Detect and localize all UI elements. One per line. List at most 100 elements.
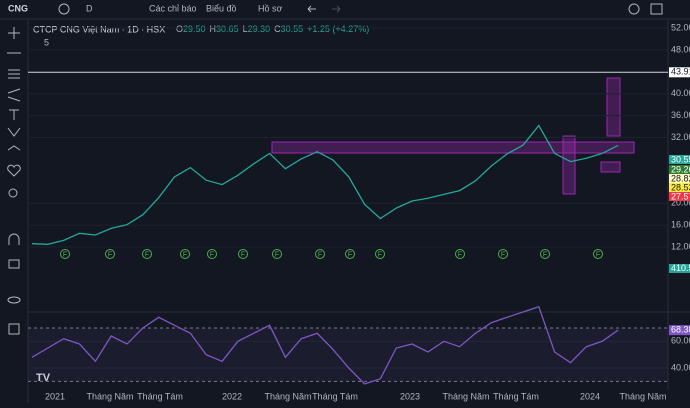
legend-collapsed[interactable]: 5 — [44, 37, 49, 47]
zoom-tool[interactable] — [8, 188, 18, 198]
ohlc-value: 29.50 — [183, 24, 206, 34]
ohlc-label: L — [243, 24, 248, 34]
ohlc-change: +1.25 (+4.27%) — [307, 24, 369, 34]
ohlc-value: 29.30 — [248, 24, 271, 34]
profile[interactable]: Hồ sơ — [258, 3, 283, 13]
event-marker — [180, 249, 190, 259]
time-label: Tháng Năm — [264, 391, 311, 401]
event-marker-text: F — [348, 251, 352, 258]
measure-tool[interactable] — [7, 145, 21, 151]
chart-type[interactable]: Biểu đồ — [206, 3, 237, 13]
rsi-line — [31, 305, 619, 385]
time-label: 2021 — [45, 391, 65, 401]
time-label: Tháng Tám — [312, 391, 358, 401]
price-tick-label: 20.00 — [671, 198, 690, 208]
legend-ohlc: O29.50 H30.65 L29.30 C30.55 +1.25 (+4.27%) — [176, 24, 369, 34]
lock-tool[interactable] — [8, 259, 20, 269]
event-marker-text: F — [183, 251, 187, 258]
event-marker-text: F — [501, 251, 505, 258]
ohlc-label: H — [210, 24, 217, 34]
text-tool[interactable] — [9, 109, 19, 120]
volume-badge-text: 410.5 — [671, 263, 690, 273]
event-marker — [272, 249, 282, 259]
event-marker-text: F — [241, 251, 245, 258]
redo[interactable] — [332, 5, 341, 13]
event-marker-text: F — [378, 251, 382, 258]
price-line — [31, 124, 619, 245]
visibility-tool[interactable] — [7, 296, 21, 304]
time-label: 2023 — [400, 391, 420, 401]
price-badge — [669, 67, 690, 78]
time-label: 2022 — [222, 391, 242, 401]
symbol[interactable]: CNG — [8, 3, 28, 13]
price-tick-label: 40.00 — [671, 362, 690, 372]
fib-tool[interactable] — [8, 69, 20, 79]
ohlc-value: 30.65 — [216, 24, 239, 34]
price-tick-label: 32.00 — [671, 132, 690, 142]
time-label: Tháng Tám — [493, 391, 539, 401]
drawn-rectangle[interactable] — [271, 141, 635, 154]
projection-tool[interactable] — [7, 127, 21, 137]
undo[interactable] — [307, 5, 316, 13]
price-tick-label: 12.00 — [671, 241, 690, 251]
indicators[interactable]: Các chỉ báo — [149, 3, 197, 13]
event-marker — [593, 249, 603, 259]
event-marker — [345, 249, 355, 259]
ma-badge — [669, 192, 690, 201]
ma-badge-text: 29.26 — [671, 164, 690, 174]
magnet-tool[interactable] — [8, 233, 20, 245]
time-label: Tháng Năm — [442, 391, 489, 401]
event-marker-text: F — [458, 251, 462, 258]
drawn-rectangle[interactable] — [606, 77, 621, 137]
volume-badge — [669, 264, 690, 273]
drawn-rectangle[interactable] — [600, 161, 621, 173]
pattern-tool[interactable] — [7, 88, 21, 102]
ma-badge — [669, 183, 690, 192]
ma-badge — [669, 174, 690, 183]
event-marker-text: F — [543, 251, 547, 258]
ohlc-label: O — [176, 24, 183, 34]
price-tick-label: 40.00 — [671, 88, 690, 98]
price-tick-label: 60.00 — [671, 336, 690, 346]
event-marker — [375, 249, 385, 259]
event-marker — [238, 249, 248, 259]
legend-title: CTCP CNG Việt Nam · 1D · HSX — [33, 24, 165, 34]
time-label: 2024 — [580, 391, 600, 401]
ma-badge-text: 28.53 — [671, 182, 690, 192]
event-marker — [315, 249, 325, 259]
add-symbol[interactable] — [58, 3, 70, 15]
event-marker — [455, 249, 465, 259]
fullscreen[interactable] — [650, 3, 663, 15]
drawn-rectangle[interactable] — [562, 135, 576, 195]
price-tick-label: 16.00 — [671, 219, 690, 229]
ohlc-value: 30.55 — [281, 24, 304, 34]
event-marker — [60, 249, 70, 259]
event-marker — [105, 249, 115, 259]
event-marker-text: F — [145, 251, 149, 258]
event-marker-text: F — [275, 251, 279, 258]
interval[interactable]: D — [86, 3, 93, 13]
delete-tool[interactable] — [8, 323, 20, 335]
ma-badge-text: 27.57 — [671, 191, 690, 201]
event-marker-text: F — [63, 251, 67, 258]
rsi-badge — [669, 325, 690, 336]
ma-badge — [669, 165, 690, 174]
settings[interactable] — [628, 3, 640, 15]
drawing-tools — [7, 27, 21, 335]
price-tick-label: 36.00 — [671, 110, 690, 120]
favorites-tool[interactable] — [7, 164, 21, 177]
crosshair-tool[interactable] — [8, 27, 20, 39]
price-badge-text: 43.91 — [671, 67, 690, 77]
time-label: Tháng Năm — [619, 391, 666, 401]
time-label: Tháng Năm — [86, 391, 133, 401]
event-marker — [498, 249, 508, 259]
event-marker-text: F — [210, 251, 214, 258]
event-marker — [142, 249, 152, 259]
ma-badge-text: 28.82 — [671, 173, 690, 183]
rsi-band-fill — [28, 328, 668, 382]
time-label: Tháng Tám — [137, 391, 183, 401]
price-tick-label: 48.00 — [671, 44, 690, 54]
